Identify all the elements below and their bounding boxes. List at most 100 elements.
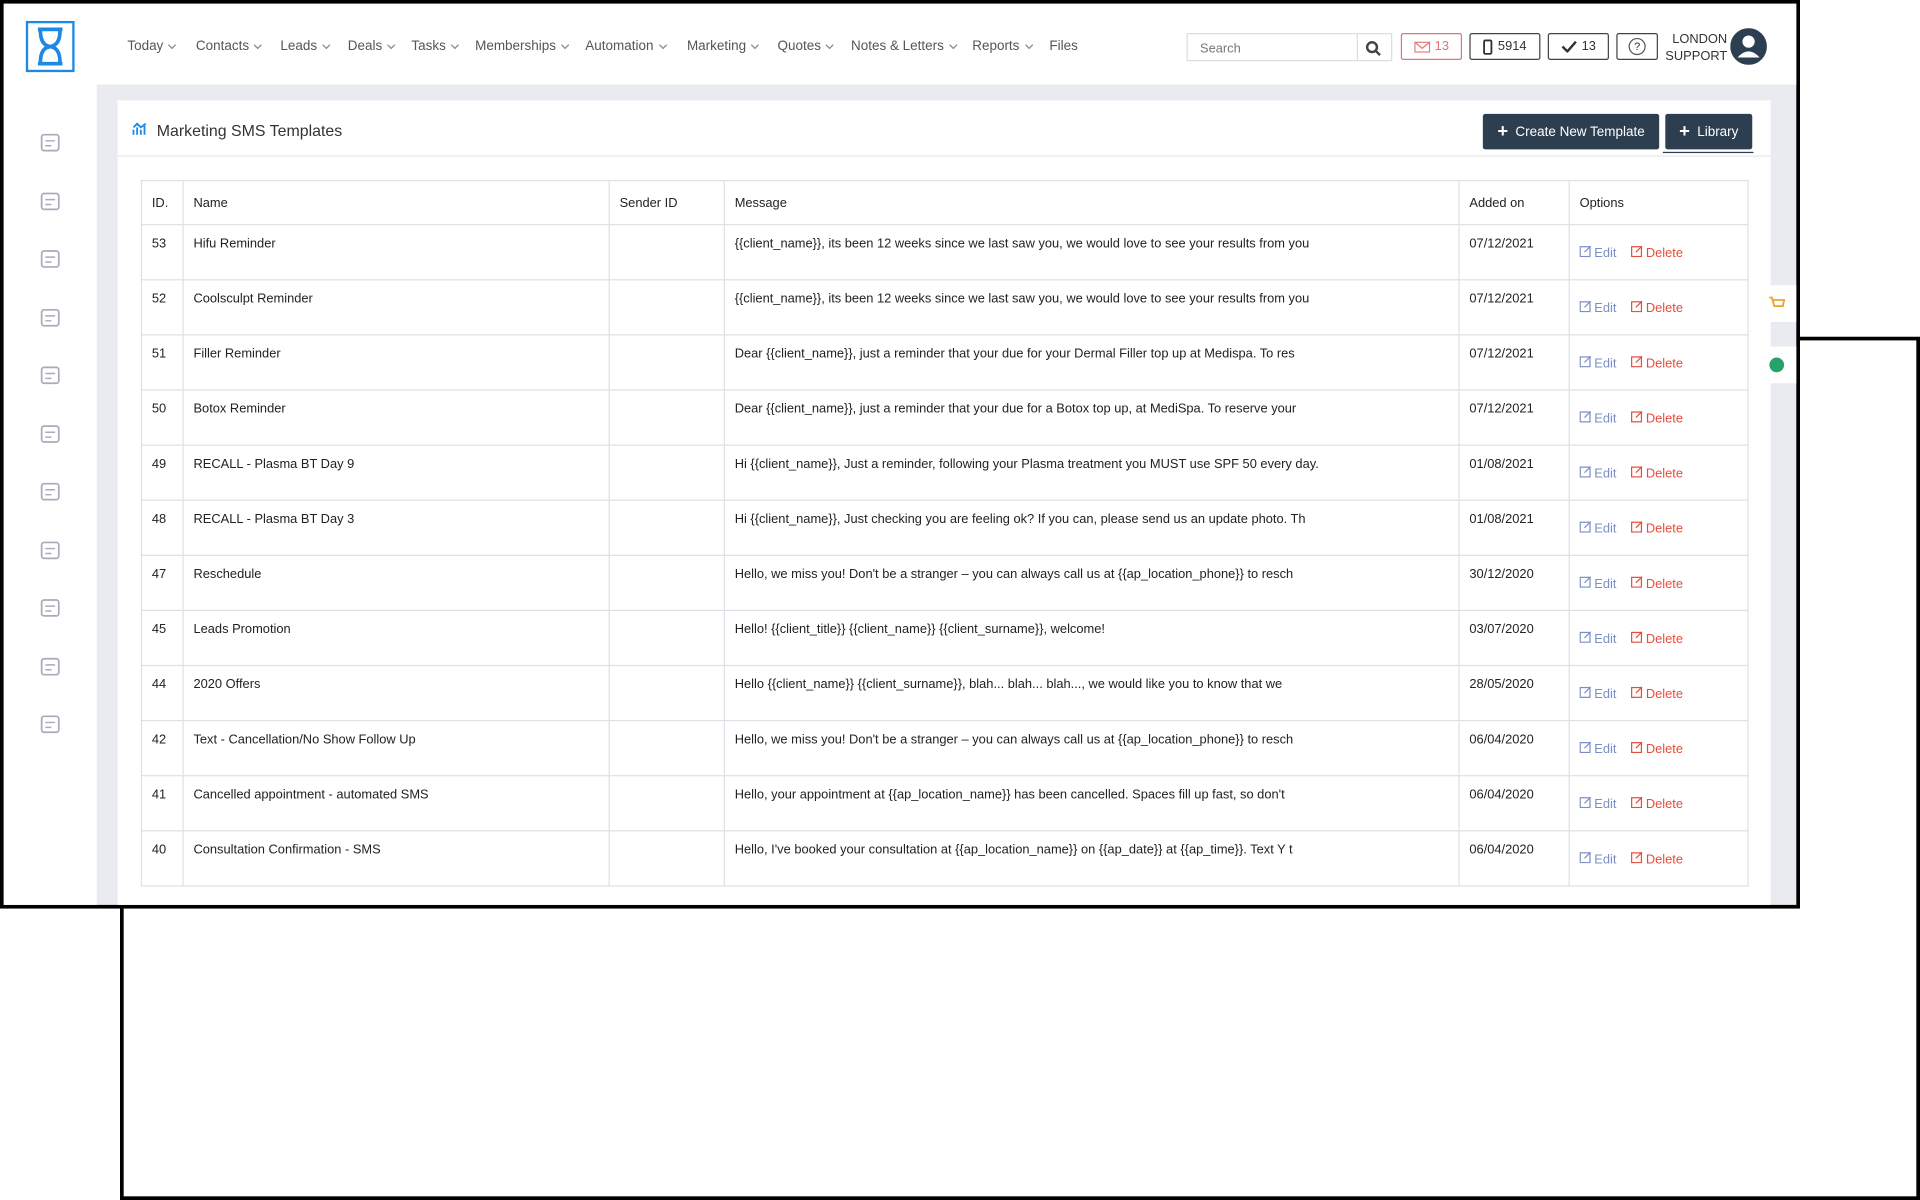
- sidebar-icon[interactable]: [39, 654, 61, 676]
- edit-icon: [1579, 686, 1592, 698]
- phone-count: 5914: [1497, 39, 1527, 54]
- cell-options: Edit Delete: [1568, 664, 1749, 722]
- delete-link[interactable]: Delete: [1631, 851, 1683, 867]
- search-icon[interactable]: [1365, 40, 1381, 56]
- edit-link[interactable]: Edit: [1579, 741, 1616, 757]
- nav-item[interactable]: Quotes: [778, 39, 835, 54]
- cell-id: 50: [140, 389, 184, 446]
- delete-link[interactable]: Delete: [1631, 300, 1683, 316]
- cell-message: {{client_name}}, its been 12 weeks since…: [723, 279, 1460, 336]
- cell-id: 49: [140, 444, 184, 501]
- delete-link[interactable]: Delete: [1631, 355, 1683, 371]
- cell-message: Dear {{client_name}}, just a reminder th…: [723, 334, 1460, 391]
- nav-item[interactable]: Notes & Letters: [851, 39, 958, 54]
- table-row: 45 Leads Promotion Hello! {{client_title}}…: [140, 609, 1749, 667]
- sidebar-icon[interactable]: [39, 306, 61, 328]
- nav-label: Today: [127, 39, 164, 54]
- delete-icon: [1631, 741, 1643, 754]
- delete-link[interactable]: Delete: [1631, 631, 1683, 647]
- edit-link[interactable]: Edit: [1579, 576, 1617, 592]
- nav-item[interactable]: Leads: [280, 39, 331, 54]
- cell-name: Coolsculpt Reminder: [182, 279, 610, 336]
- phone-badge[interactable]: 5914: [1469, 33, 1541, 61]
- delete-label: Delete: [1645, 686, 1684, 702]
- delete-link[interactable]: Delete: [1631, 465, 1683, 481]
- cell-options: Edit Delete: [1568, 334, 1749, 391]
- sidebar-icon[interactable]: [39, 538, 61, 560]
- delete-link[interactable]: Delete: [1631, 576, 1683, 591]
- edit-link[interactable]: Edit: [1579, 300, 1616, 316]
- table-row: 40 Consultation Confirmation - SMS Hello, …: [140, 830, 1749, 887]
- table-row: 41 Cancelled appointment - automated SMS H…: [140, 775, 1749, 832]
- nav-item[interactable]: Memberships: [475, 39, 570, 54]
- nav-item[interactable]: Contacts: [196, 39, 263, 54]
- library-button[interactable]: + Library: [1665, 113, 1753, 150]
- column-header: ID.: [140, 180, 184, 226]
- sidebar-icon[interactable]: [39, 480, 61, 502]
- edit-icon: [1579, 631, 1592, 643]
- edit-link[interactable]: Edit: [1579, 796, 1616, 812]
- column-header: Options: [1568, 180, 1749, 226]
- column-header: Sender ID: [608, 180, 725, 226]
- column-header: Added on: [1458, 180, 1570, 226]
- avatar[interactable]: [1730, 28, 1767, 65]
- nav-label: Marketing: [686, 39, 747, 54]
- edit-link[interactable]: Edit: [1579, 686, 1616, 702]
- delete-link[interactable]: Delete: [1631, 686, 1683, 702]
- chevron: [658, 43, 667, 49]
- nav-item[interactable]: Files: [1049, 39, 1077, 54]
- edit-link[interactable]: Edit: [1579, 465, 1616, 481]
- edit-link[interactable]: Edit: [1579, 245, 1616, 261]
- delete-label: Delete: [1645, 466, 1684, 482]
- whatsapp-tab[interactable]: [1757, 346, 1797, 384]
- cell-name: Cancelled appointment - automated SMS: [182, 775, 610, 832]
- edit-icon: [1579, 355, 1592, 368]
- sidebar-icon[interactable]: [39, 596, 61, 618]
- logo[interactable]: [25, 20, 75, 73]
- nav-item[interactable]: Marketing: [687, 39, 760, 54]
- sidebar-icon[interactable]: [39, 189, 61, 211]
- edit-link[interactable]: Edit: [1579, 355, 1616, 371]
- delete-link[interactable]: Delete: [1631, 741, 1683, 757]
- sidebar-icon[interactable]: [39, 422, 61, 444]
- delete-label: Delete: [1645, 631, 1684, 647]
- delete-icon: [1631, 796, 1643, 809]
- create-button[interactable]: + Create New Template: [1482, 113, 1660, 150]
- table-row: 50 Botox Reminder Dear {{client_name}}, ju…: [140, 389, 1749, 446]
- edit-link[interactable]: Edit: [1579, 631, 1616, 647]
- edit-link[interactable]: Edit: [1579, 851, 1616, 867]
- tasks-badge[interactable]: 13: [1547, 33, 1609, 61]
- nav-item[interactable]: Today: [127, 39, 177, 54]
- sidebar-icon[interactable]: [39, 713, 61, 735]
- delete-link[interactable]: Delete: [1631, 796, 1683, 812]
- edit-label: Edit: [1594, 576, 1617, 592]
- delete-icon: [1631, 245, 1643, 258]
- mail-badge[interactable]: 13: [1400, 33, 1463, 61]
- nav-item[interactable]: Reports: [972, 39, 1033, 54]
- nav-label: Leads: [280, 39, 318, 54]
- cell-id: 42: [140, 720, 184, 777]
- user-name[interactable]: LONDON SUPPORT: [1665, 31, 1727, 65]
- sidebar-icon[interactable]: [39, 247, 61, 269]
- nav-item[interactable]: Automation: [585, 39, 667, 54]
- cell-date: 06/04/2020: [1458, 775, 1570, 832]
- cell-name: Botox Reminder: [182, 389, 610, 446]
- nav-item[interactable]: Tasks: [411, 39, 460, 54]
- delete-link[interactable]: Delete: [1631, 410, 1683, 426]
- cart-tab[interactable]: [1757, 285, 1797, 323]
- tasks-count: 13: [1581, 39, 1596, 54]
- cell-name: Text - Cancellation/No Show Follow Up: [182, 720, 610, 777]
- search-box[interactable]: Search: [1186, 33, 1393, 62]
- nav-item[interactable]: Deals: [348, 39, 396, 54]
- sidebar-icon[interactable]: [39, 364, 61, 386]
- column-header: Message: [723, 180, 1460, 226]
- help-badge[interactable]: ?: [1616, 33, 1658, 61]
- cell-date: 30/12/2020: [1458, 554, 1570, 612]
- delete-link[interactable]: Delete: [1631, 520, 1683, 536]
- sidebar-icon[interactable]: [39, 131, 61, 153]
- edit-link[interactable]: Edit: [1579, 410, 1616, 426]
- delete-link[interactable]: Delete: [1631, 245, 1683, 261]
- user-line1: LONDON: [1672, 31, 1728, 47]
- edit-link[interactable]: Edit: [1579, 520, 1616, 536]
